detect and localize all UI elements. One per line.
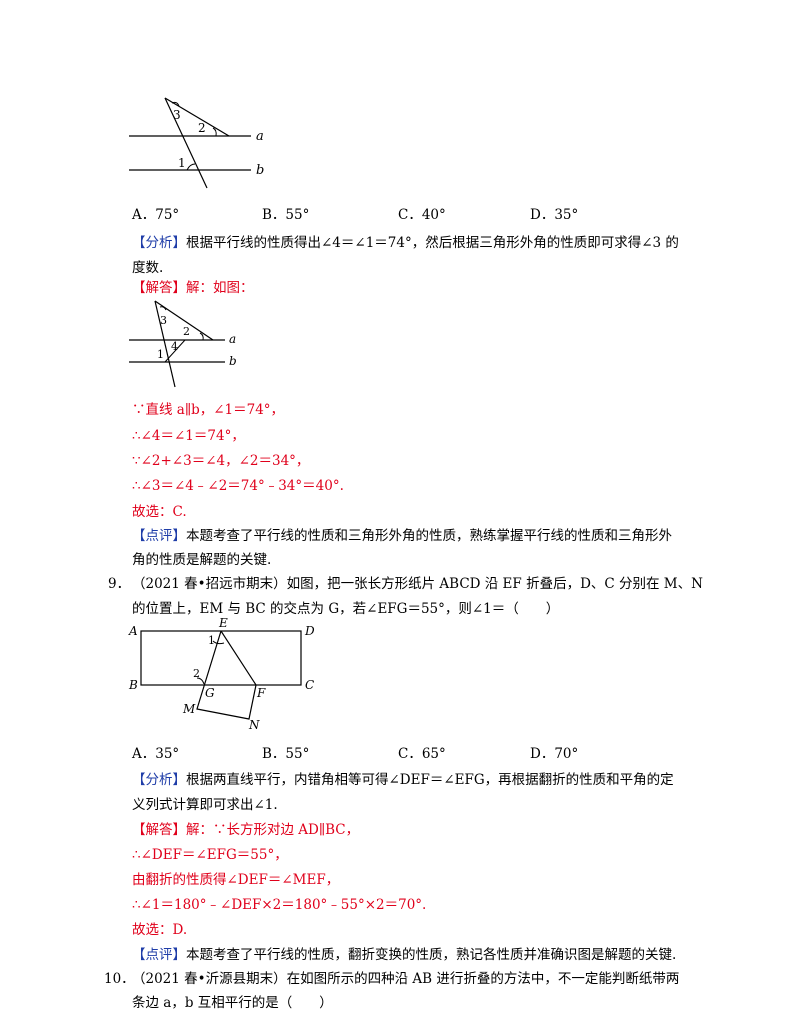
q8b-label-1: 1 [157,348,164,361]
q8-label-b: b [256,163,264,178]
q9-label-d: D [304,624,315,638]
q9-question-line1: （2021 春•招远市期末）如图，把一张长方形纸片 ABCD 沿 EF 折叠后，… [132,576,703,592]
analysis-tag: 【分析】 [132,772,186,788]
q8-comment: 【点评】本题考查了平行线的性质和三角形外角的性质，熟练掌握平行线的性质和三角形外 [132,524,672,544]
q9-solution-header: 【解答】解：∵长方形对边 AD∥BC， [132,818,359,838]
q8-option-c: C．40° [398,207,446,223]
q8-step-2: ∴∠4＝∠1＝74°， [132,428,245,444]
comment-text: 本题考查了平行线的性质和三角形外角的性质，熟练掌握平行线的性质和三角形外 [186,528,672,544]
q9-option-c: C．65° [398,746,446,762]
q9-step-4: 故选：D. [132,922,188,938]
q8-option-b: B．55° [262,207,310,223]
q8b-label-3: 3 [160,314,167,327]
q8-figure: 3 2 1 a b [129,97,264,189]
q8-comment-line2: 角的性质是解题的关键. [132,552,272,568]
solution-intro: 解：∵长方形对边 AD∥BC， [186,822,360,838]
q9-label-c: C [305,678,314,692]
q9-label-1: 1 [208,634,215,647]
comment-text: 本题考查了平行线的性质，翻折变换的性质，熟记各性质并准确识图是解题的关键. [186,947,677,963]
q8-option-d: D．35° [530,207,579,223]
q9-option-b: B．55° [262,746,310,762]
comment-tag: 【点评】 [132,528,186,544]
solution-tag: 【解答】 [132,822,186,838]
analysis-tag: 【分析】 [132,235,186,251]
q9-option-d: D．70° [530,746,579,762]
q10-number: 10． [104,971,135,987]
q9-step-1: ∴∠DEF＝∠EFG＝55°， [132,847,288,863]
q9-label-f: F [256,686,266,700]
q9-label-a: A [128,624,138,638]
q8-step-1: ∵直线 a∥b，∠1＝74°， [132,402,285,418]
q9-question-line2: 的位置上，EM 与 BC 的交点为 G，若∠EFG＝55°，则∠1＝（ ） [132,601,560,617]
q8-label-2: 2 [198,121,206,135]
q9-label-m: M [182,702,196,716]
q8-option-a: A．75° [132,207,180,223]
q10-question-line2: 条边 a，b 互相平行的是（ ） [132,995,333,1011]
solution-tag: 【解答】 [132,280,186,296]
q9-label-2: 2 [193,667,200,680]
q9-number: 9． [108,576,131,592]
q9-comment: 【点评】本题考查了平行线的性质，翻折变换的性质，熟记各性质并准确识图是解题的关键… [132,943,676,963]
q9-label-n: N [248,718,260,732]
q8-step-3: ∵∠2+∠3＝∠4，∠2＝34°， [132,453,310,469]
q9-label-b: B [128,678,138,692]
analysis-text: 根据平行线的性质得出∠4＝∠1＝74°，然后根据三角形外角的性质即可求得∠3 的 [186,235,679,251]
q8-analysis-line2: 度数. [132,260,164,276]
q9-analysis: 【分析】根据两直线平行，内错角相等可得∠DEF＝∠EFG，再根据翻折的性质和平角… [132,768,674,788]
q8-step-5: 故选：C. [132,504,187,520]
q9-label-g: G [205,686,215,700]
analysis-text: 根据两直线平行，内错角相等可得∠DEF＝∠EFG，再根据翻折的性质和平角的定 [186,772,674,788]
q8b-label-b: b [229,354,237,368]
q8-step-4: ∴∠3＝∠4﹣∠2＝74°﹣34°＝40°. [132,478,344,494]
q9-analysis-line2: 义列式计算即可求出∠1. [132,797,278,813]
q8b-label-a: a [229,332,236,346]
q10-question-line1: （2021 春•沂源县期末）在如图所示的四种沿 AB 进行折叠的方法中，不一定能… [132,971,680,987]
q8-solution-figure: 3 2 1 4 a b [129,300,237,388]
q8-label-3: 3 [173,108,181,122]
q9-figure: A D B C E F G M N 1 2 [128,616,315,732]
q8-label-1: 1 [178,156,186,170]
q8-analysis: 【分析】根据平行线的性质得出∠4＝∠1＝74°，然后根据三角形外角的性质即可求得… [132,231,679,251]
q8-label-a: a [256,129,264,144]
q8-solution-header: 【解答】解：如图： [132,276,254,296]
q8b-label-4: 4 [171,340,178,353]
q9-label-e: E [218,616,228,630]
solution-intro: 解：如图： [186,280,254,296]
q8b-label-2: 2 [183,325,190,338]
q9-step-2: 由翻折的性质得∠DEF＝∠MEF， [132,872,340,888]
q9-step-3: ∴∠1＝180°﹣∠DEF×2＝180°﹣55°×2＝70°. [132,897,427,913]
q9-option-a: A．35° [132,746,180,762]
comment-tag: 【点评】 [132,947,186,963]
